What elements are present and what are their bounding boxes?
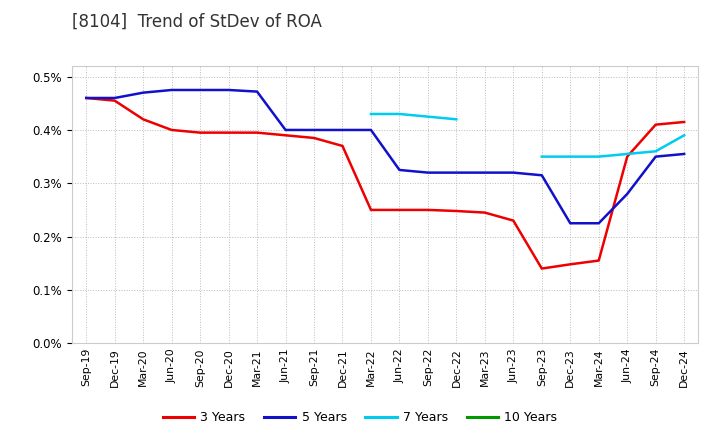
Text: [8104]  Trend of StDev of ROA: [8104] Trend of StDev of ROA bbox=[72, 13, 322, 31]
Legend: 3 Years, 5 Years, 7 Years, 10 Years: 3 Years, 5 Years, 7 Years, 10 Years bbox=[158, 407, 562, 429]
